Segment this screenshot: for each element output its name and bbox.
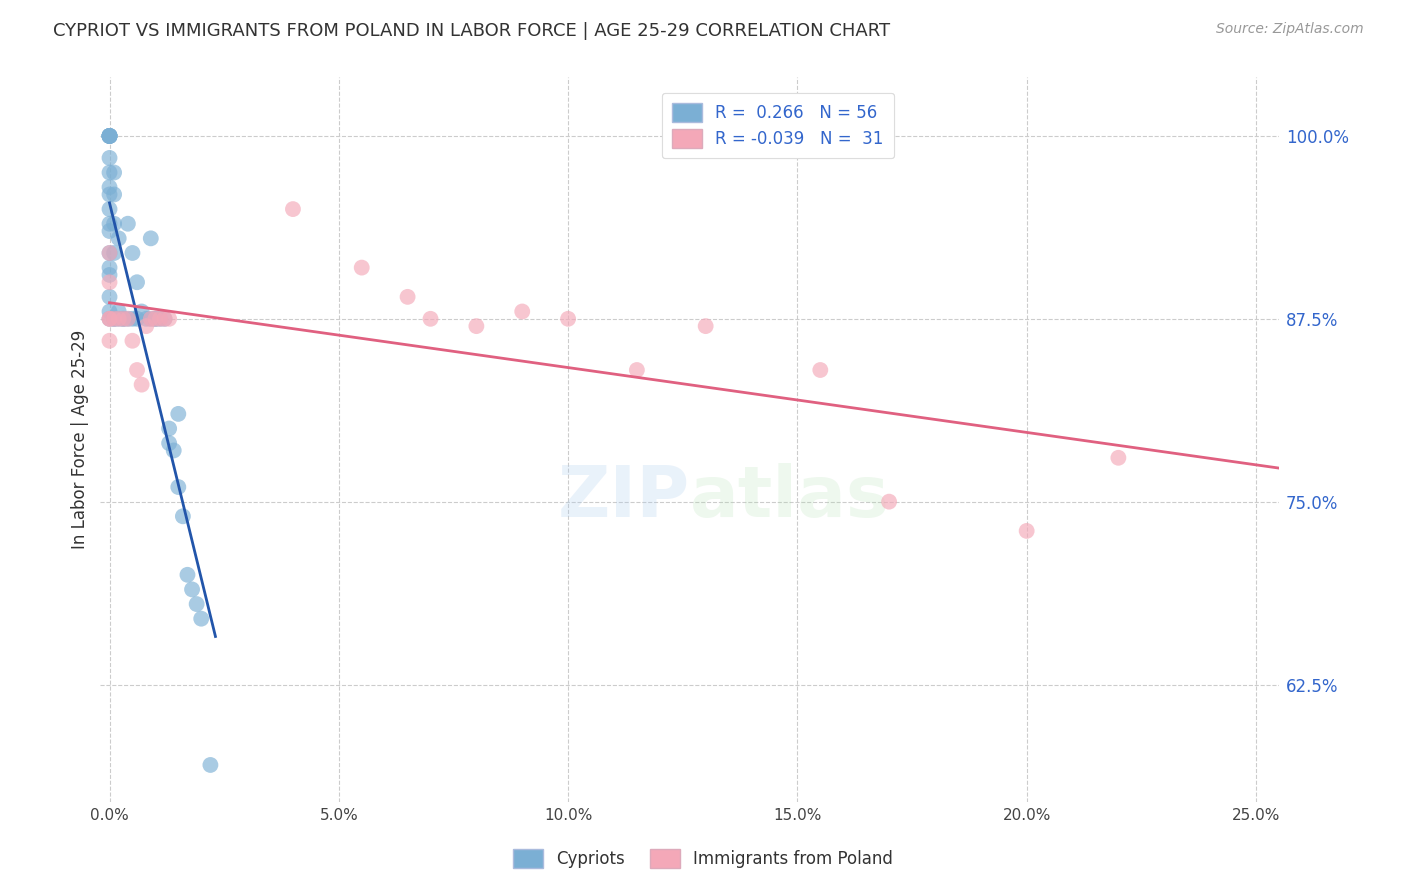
Point bbox=[98, 290, 121, 304]
Point bbox=[135, 319, 157, 334]
Point bbox=[98, 268, 121, 282]
Point bbox=[139, 231, 162, 245]
Point bbox=[176, 567, 198, 582]
Point bbox=[98, 217, 121, 231]
Point bbox=[172, 509, 194, 524]
Point bbox=[145, 311, 167, 326]
Point bbox=[153, 311, 176, 326]
Point bbox=[103, 311, 125, 326]
Point bbox=[107, 231, 129, 245]
Point bbox=[157, 436, 180, 450]
Point bbox=[98, 224, 121, 238]
Point bbox=[98, 128, 121, 143]
Point bbox=[419, 311, 441, 326]
Point bbox=[510, 304, 533, 318]
Point bbox=[98, 128, 121, 143]
Point bbox=[281, 202, 304, 216]
Point bbox=[117, 311, 139, 326]
Point bbox=[103, 165, 125, 179]
Point bbox=[98, 246, 121, 260]
Point bbox=[350, 260, 373, 275]
Point bbox=[877, 494, 900, 508]
Point bbox=[1015, 524, 1038, 538]
Point bbox=[117, 217, 139, 231]
Point bbox=[98, 128, 121, 143]
Point bbox=[98, 311, 121, 326]
Point bbox=[98, 260, 121, 275]
Point bbox=[103, 217, 125, 231]
Point bbox=[103, 311, 125, 326]
Point bbox=[139, 311, 162, 326]
Point bbox=[181, 582, 204, 597]
Point bbox=[103, 187, 125, 202]
Point bbox=[98, 151, 121, 165]
Point bbox=[117, 311, 139, 326]
Point bbox=[167, 407, 190, 421]
Point bbox=[157, 311, 180, 326]
Point bbox=[125, 275, 148, 289]
Text: ZIP: ZIP bbox=[557, 463, 689, 532]
Point bbox=[167, 480, 190, 494]
Point bbox=[98, 311, 121, 326]
Point bbox=[98, 334, 121, 348]
Point bbox=[149, 311, 172, 326]
Point bbox=[626, 363, 648, 377]
Point bbox=[125, 311, 148, 326]
Point bbox=[131, 377, 153, 392]
Point bbox=[1107, 450, 1129, 465]
Point bbox=[112, 311, 135, 326]
Point bbox=[98, 165, 121, 179]
Point bbox=[98, 275, 121, 289]
Point bbox=[131, 304, 153, 318]
Text: atlas: atlas bbox=[689, 463, 890, 532]
Point bbox=[190, 612, 212, 626]
Point bbox=[121, 334, 143, 348]
Point bbox=[149, 311, 172, 326]
Point bbox=[163, 443, 186, 458]
Point bbox=[121, 246, 143, 260]
Point bbox=[145, 311, 167, 326]
Point bbox=[107, 304, 129, 318]
Y-axis label: In Labor Force | Age 25-29: In Labor Force | Age 25-29 bbox=[72, 330, 89, 549]
Point bbox=[98, 128, 121, 143]
Point bbox=[98, 128, 121, 143]
Point bbox=[186, 597, 208, 611]
Point bbox=[808, 363, 831, 377]
Point bbox=[145, 311, 167, 326]
Point bbox=[396, 290, 419, 304]
Text: CYPRIOT VS IMMIGRANTS FROM POLAND IN LABOR FORCE | AGE 25-29 CORRELATION CHART: CYPRIOT VS IMMIGRANTS FROM POLAND IN LAB… bbox=[53, 22, 890, 40]
Point bbox=[139, 311, 162, 326]
Point bbox=[695, 319, 717, 334]
Point bbox=[98, 246, 121, 260]
Point bbox=[153, 311, 176, 326]
Point bbox=[103, 246, 125, 260]
Point bbox=[107, 311, 129, 326]
Point bbox=[125, 363, 148, 377]
Point bbox=[98, 180, 121, 194]
Point bbox=[98, 304, 121, 318]
Point bbox=[98, 202, 121, 216]
Point bbox=[157, 421, 180, 435]
Text: Source: ZipAtlas.com: Source: ZipAtlas.com bbox=[1216, 22, 1364, 37]
Point bbox=[135, 311, 157, 326]
Point bbox=[112, 311, 135, 326]
Point bbox=[107, 311, 129, 326]
Point bbox=[121, 311, 143, 326]
Point bbox=[98, 311, 121, 326]
Point bbox=[98, 128, 121, 143]
Legend: Cypriots, Immigrants from Poland: Cypriots, Immigrants from Poland bbox=[506, 842, 900, 875]
Point bbox=[112, 311, 135, 326]
Point bbox=[465, 319, 488, 334]
Point bbox=[98, 187, 121, 202]
Point bbox=[98, 128, 121, 143]
Point bbox=[557, 311, 579, 326]
Point bbox=[103, 311, 125, 326]
Point bbox=[200, 758, 222, 772]
Legend: R =  0.266   N = 56, R = -0.039   N =  31: R = 0.266 N = 56, R = -0.039 N = 31 bbox=[662, 93, 894, 158]
